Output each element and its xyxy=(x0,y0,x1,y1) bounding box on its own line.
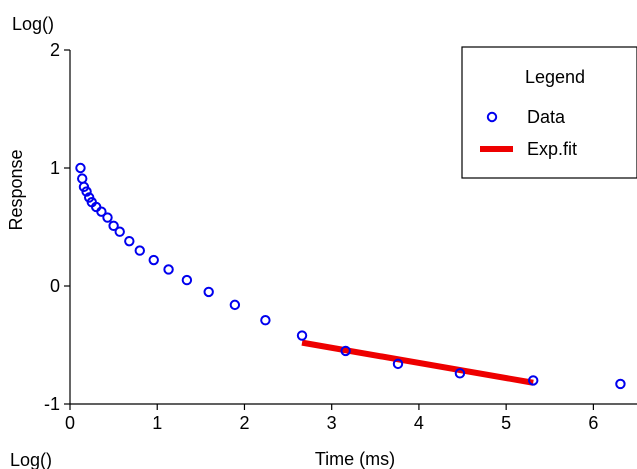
data-point xyxy=(108,220,119,232)
plot-series xyxy=(75,162,626,390)
x-tick-label: 5 xyxy=(501,413,511,433)
x-tick-label: 3 xyxy=(327,413,337,433)
axes xyxy=(69,50,637,405)
data-point xyxy=(296,330,308,341)
legend-title: Legend xyxy=(525,67,585,87)
data-point xyxy=(392,358,404,370)
x-tick-label: 6 xyxy=(588,413,598,433)
y-tick-label: 2 xyxy=(50,40,60,60)
data-point xyxy=(102,212,113,223)
data-point xyxy=(96,206,107,217)
data-point xyxy=(134,245,145,256)
x-tick-label: 1 xyxy=(152,413,162,433)
y-scale-label-bottom: Log() xyxy=(10,450,52,469)
data-point xyxy=(181,274,193,286)
legend-label-fit: Exp.fit xyxy=(527,139,577,159)
legend-label-data: Data xyxy=(527,107,566,127)
data-point xyxy=(114,226,125,237)
legend-data-marker xyxy=(486,111,498,123)
data-point xyxy=(615,378,626,390)
x-tick-label: 2 xyxy=(239,413,249,433)
data-point xyxy=(340,345,351,357)
data-point xyxy=(163,264,174,275)
data-point xyxy=(81,186,92,197)
data-point xyxy=(148,254,159,266)
x-axis-title: Time (ms) xyxy=(315,449,395,469)
legend: Legend Data Exp.fit xyxy=(461,46,637,179)
data-point xyxy=(229,299,241,311)
fit-line xyxy=(301,339,534,386)
data-point xyxy=(260,315,271,326)
y-tick-label: -1 xyxy=(44,394,60,414)
x-tick-label: 4 xyxy=(414,413,424,433)
data-point xyxy=(124,235,135,247)
data-point xyxy=(454,368,466,379)
x-tick-label: 0 xyxy=(65,413,75,433)
data-point xyxy=(203,286,214,298)
data-point xyxy=(527,375,539,386)
y-tick-label: 1 xyxy=(50,158,60,178)
y-axis-title: Response xyxy=(6,149,26,230)
y-tick-label: 0 xyxy=(50,276,60,296)
data-point xyxy=(77,173,88,184)
data-point xyxy=(75,162,86,174)
y-scale-label: Log() xyxy=(12,14,54,34)
